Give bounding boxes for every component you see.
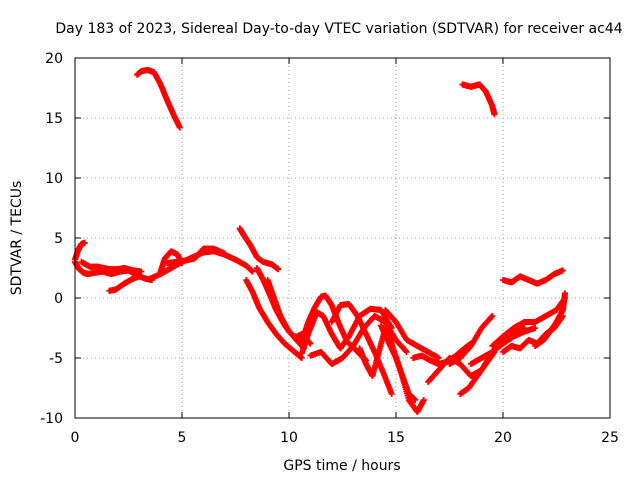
x-tick-label: 10 xyxy=(280,430,298,446)
x-tick-label: 20 xyxy=(494,430,512,446)
series-arc-22 xyxy=(446,313,496,367)
x-tick-label: 15 xyxy=(387,430,405,446)
series-arc-15 xyxy=(307,313,410,367)
x-tick-label: 0 xyxy=(71,430,80,446)
x-tick-label: 5 xyxy=(178,430,187,446)
data-point xyxy=(412,397,419,403)
data-point xyxy=(420,397,427,403)
series-arc-28 xyxy=(500,267,566,287)
data-point xyxy=(491,111,498,118)
chart-title: Day 183 of 2023, Sidereal Day-to-day VTE… xyxy=(55,21,622,37)
series-arc-26 xyxy=(489,295,569,349)
y-tick-label: 0 xyxy=(54,291,63,307)
data-point xyxy=(388,391,395,397)
data-point xyxy=(435,355,442,361)
series-arc-24 xyxy=(459,81,498,118)
grid xyxy=(75,58,610,418)
series-arc-25 xyxy=(467,325,539,367)
x-axis-label: GPS time / hours xyxy=(283,458,400,474)
data-point xyxy=(221,250,228,257)
data-point xyxy=(138,268,145,275)
y-tick-label: 5 xyxy=(54,231,63,247)
series-arc-16 xyxy=(328,301,395,397)
series-arc-10 xyxy=(243,277,305,361)
y-tick-label: -5 xyxy=(49,351,63,367)
series-arc-5 xyxy=(134,67,183,131)
data-point xyxy=(403,349,410,355)
series-arc-23 xyxy=(457,349,498,397)
data-point xyxy=(307,340,314,347)
data-point xyxy=(275,266,282,273)
data-point xyxy=(176,124,183,131)
series-arc-3 xyxy=(78,259,145,275)
axis-ticks: 0 5 10 15 20 25 -10 -5 0 5 10 15 20 xyxy=(40,51,619,446)
data-point xyxy=(81,239,88,246)
data-point xyxy=(136,273,143,280)
data-point xyxy=(559,267,566,274)
series-arc-9 xyxy=(236,225,282,273)
x-tick-label: 25 xyxy=(601,430,619,446)
series-arc-8 xyxy=(164,245,228,267)
data-point xyxy=(249,268,256,275)
data-point xyxy=(489,313,496,319)
data-point xyxy=(532,325,539,331)
y-axis-label: SDTVAR / TECUs xyxy=(9,181,25,296)
data-points xyxy=(72,67,569,415)
series-arc-29 xyxy=(532,290,569,349)
series-arc-2 xyxy=(72,239,88,263)
series-arc-19 xyxy=(382,307,442,361)
y-tick-label: -10 xyxy=(40,411,63,427)
data-point xyxy=(562,290,569,297)
series-arc-18 xyxy=(378,322,419,403)
y-tick-label: 10 xyxy=(45,171,63,187)
y-tick-label: 15 xyxy=(45,111,63,127)
y-tick-label: 20 xyxy=(45,51,63,67)
series-arc-4 xyxy=(106,273,143,294)
